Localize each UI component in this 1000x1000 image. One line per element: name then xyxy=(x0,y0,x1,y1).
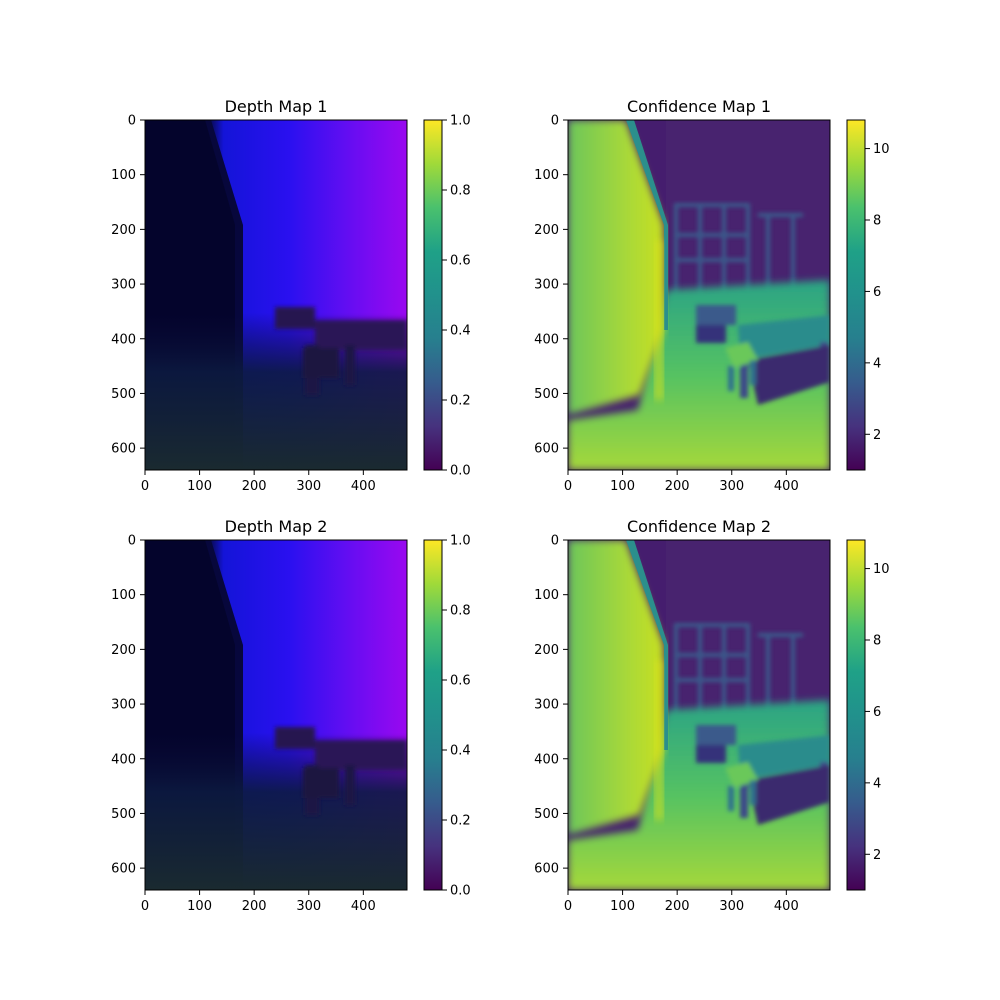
colorbar-tick-label: 6 xyxy=(873,285,881,300)
colorbar-tick-label: 10 xyxy=(873,142,890,157)
colorbar-tick-label: 0.0 xyxy=(450,884,471,899)
y-tick-label: 100 xyxy=(111,168,136,183)
colorbar-tick-label: 1.0 xyxy=(450,534,471,549)
y-tick-label: 0 xyxy=(551,534,559,549)
colorbar-tick-label: 4 xyxy=(873,356,881,371)
colorbar-tick-label: 2 xyxy=(873,848,881,863)
x-tick-label: 300 xyxy=(296,479,321,494)
colorbar-tick-label: 0.2 xyxy=(450,394,471,409)
y-tick-label: 200 xyxy=(111,643,136,658)
y-tick-label: 300 xyxy=(111,278,136,293)
colorbar-tick-label: 0.6 xyxy=(450,254,471,269)
y-tick-label: 500 xyxy=(111,387,136,402)
y-tick-label: 300 xyxy=(534,698,559,713)
colorbar-tick-label: 0.6 xyxy=(450,674,471,689)
axes-frame xyxy=(144,119,408,471)
y-tick-label: 200 xyxy=(111,223,136,238)
heatmap-image xyxy=(145,120,407,470)
y-tick-label: 400 xyxy=(111,752,136,767)
x-tick-label: 200 xyxy=(665,479,690,494)
axes-frame xyxy=(567,539,831,891)
y-tick-label: 500 xyxy=(534,807,559,822)
y-tick-label: 500 xyxy=(111,807,136,822)
colorbar-tick-label: 10 xyxy=(873,562,890,577)
x-tick-label: 100 xyxy=(187,899,212,914)
x-tick-label: 100 xyxy=(610,479,635,494)
colorbar-tick-label: 0.0 xyxy=(450,464,471,479)
x-tick-label: 400 xyxy=(774,479,799,494)
x-tick-label: 400 xyxy=(774,899,799,914)
y-tick-label: 100 xyxy=(534,168,559,183)
y-tick-label: 0 xyxy=(128,114,136,129)
x-tick-label: 200 xyxy=(242,479,267,494)
heatmap-image xyxy=(568,120,830,470)
colorbar-tick-label: 4 xyxy=(873,776,881,791)
subplot-title: Depth Map 2 xyxy=(225,517,328,536)
subplot-4: Confidence Map 2 0 100 200 300 400 0 100 200 300 4… xyxy=(534,517,889,914)
y-tick-label: 0 xyxy=(551,114,559,129)
subplot-title: Depth Map 1 xyxy=(225,97,328,116)
subplot-title: Confidence Map 1 xyxy=(627,97,771,116)
x-tick-label: 400 xyxy=(351,899,376,914)
subplot-1: Depth Map 1 0 100 200 300 400 0 100 200 300 400 500… xyxy=(111,97,471,494)
x-tick-label: 300 xyxy=(296,899,321,914)
y-tick-label: 400 xyxy=(111,332,136,347)
subplot-2: Confidence Map 1 0 100 200 300 400 0 100 200 300 4… xyxy=(534,97,889,494)
colorbar xyxy=(846,539,866,891)
y-tick-label: 100 xyxy=(534,588,559,603)
axes-frame xyxy=(144,539,408,891)
y-tick-label: 500 xyxy=(534,387,559,402)
subplot-3: Depth Map 2 0 100 200 300 400 0 100 200 300 400 500… xyxy=(111,517,471,914)
x-tick-label: 100 xyxy=(610,899,635,914)
subplot-title: Confidence Map 2 xyxy=(627,517,771,536)
x-tick-label: 300 xyxy=(719,479,744,494)
y-tick-label: 400 xyxy=(534,332,559,347)
x-tick-label: 0 xyxy=(141,899,149,914)
y-tick-label: 300 xyxy=(111,698,136,713)
colorbar-tick-label: 0.8 xyxy=(450,604,471,619)
colorbar-tick-label: 8 xyxy=(873,634,881,649)
y-tick-label: 0 xyxy=(128,534,136,549)
colorbar-tick-label: 0.4 xyxy=(450,324,471,339)
colorbar xyxy=(423,539,443,891)
x-tick-label: 0 xyxy=(564,899,572,914)
y-tick-label: 600 xyxy=(111,862,136,877)
colorbar-tick-label: 8 xyxy=(873,214,881,229)
colorbar-tick-label: 2 xyxy=(873,428,881,443)
y-tick-label: 200 xyxy=(534,643,559,658)
colorbar-tick-label: 0.8 xyxy=(450,184,471,199)
colorbar-tick-label: 1.0 xyxy=(450,114,471,129)
x-tick-label: 200 xyxy=(665,899,690,914)
x-tick-label: 200 xyxy=(242,899,267,914)
y-tick-label: 400 xyxy=(534,752,559,767)
colorbar xyxy=(423,119,443,471)
colorbar xyxy=(846,119,866,471)
colorbar-tick-label: 6 xyxy=(873,705,881,720)
y-tick-label: 100 xyxy=(111,588,136,603)
x-tick-label: 300 xyxy=(719,899,744,914)
y-tick-label: 600 xyxy=(534,862,559,877)
axes-frame xyxy=(567,119,831,471)
y-tick-label: 300 xyxy=(534,278,559,293)
x-tick-label: 400 xyxy=(351,479,376,494)
x-tick-label: 0 xyxy=(564,479,572,494)
x-tick-label: 100 xyxy=(187,479,212,494)
heatmap-image xyxy=(568,540,830,890)
y-tick-label: 600 xyxy=(534,442,559,457)
heatmap-image xyxy=(145,540,407,890)
colorbar-tick-label: 0.4 xyxy=(450,744,471,759)
colorbar-tick-label: 0.2 xyxy=(450,814,471,829)
y-tick-label: 600 xyxy=(111,442,136,457)
y-tick-label: 200 xyxy=(534,223,559,238)
x-tick-label: 0 xyxy=(141,479,149,494)
